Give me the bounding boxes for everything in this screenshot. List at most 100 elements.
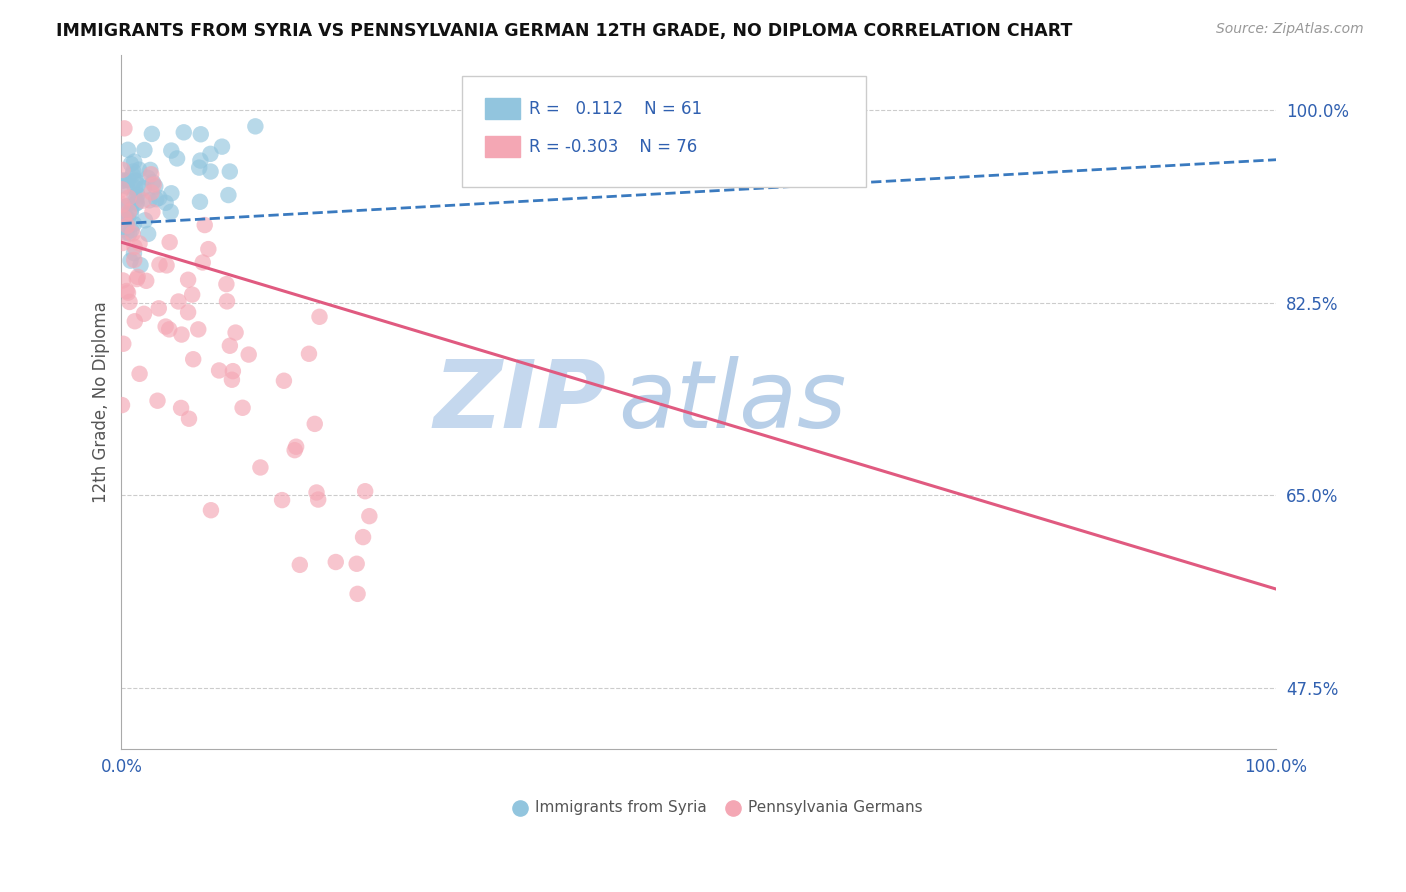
Point <box>188 161 211 175</box>
Point <box>200 146 222 161</box>
Point <box>112 211 135 225</box>
Point <box>188 194 211 209</box>
Text: Source: ZipAtlas.com: Source: ZipAtlas.com <box>1216 22 1364 37</box>
Point <box>117 212 139 227</box>
Point <box>141 186 163 200</box>
Point <box>136 170 159 185</box>
Point <box>124 173 146 187</box>
Point <box>284 443 307 458</box>
Point <box>132 194 155 208</box>
Point <box>117 173 139 187</box>
Point <box>346 587 368 601</box>
Point <box>124 240 146 254</box>
Point <box>218 164 240 178</box>
Point <box>159 205 181 219</box>
Point <box>111 398 134 412</box>
Point <box>285 440 308 454</box>
Point <box>159 235 181 250</box>
Point <box>112 336 135 351</box>
Point <box>121 227 143 241</box>
Point <box>143 179 166 194</box>
Point <box>127 269 149 284</box>
Text: ZIP: ZIP <box>433 356 606 448</box>
Point <box>187 322 209 336</box>
Point <box>155 319 177 334</box>
Point <box>215 277 238 292</box>
Point <box>271 493 294 508</box>
Point <box>208 363 231 377</box>
Point <box>273 374 295 388</box>
Point <box>125 196 148 211</box>
Point <box>111 174 134 188</box>
Point <box>118 295 141 310</box>
Point <box>238 348 260 362</box>
Point <box>129 258 152 272</box>
Point <box>160 144 183 158</box>
Point <box>211 139 233 153</box>
Point <box>177 411 200 425</box>
Point <box>111 235 134 250</box>
Point <box>170 401 193 415</box>
Text: R =   0.112    N = 61: R = 0.112 N = 61 <box>529 100 702 118</box>
Point <box>117 219 139 233</box>
Point <box>177 273 200 287</box>
Point <box>111 222 134 236</box>
Point <box>111 162 134 177</box>
Point <box>136 227 159 241</box>
Point <box>157 322 180 336</box>
Point <box>190 153 212 168</box>
Point <box>118 190 141 204</box>
Point <box>115 284 138 298</box>
Point <box>181 352 204 367</box>
Point <box>120 157 142 171</box>
Point <box>128 367 150 381</box>
Point <box>115 179 138 194</box>
Point <box>124 180 146 194</box>
Point <box>128 236 150 251</box>
Point <box>166 152 188 166</box>
Point <box>346 557 368 571</box>
Point <box>122 217 145 231</box>
Point <box>288 558 311 572</box>
Y-axis label: 12th Grade, No Diploma: 12th Grade, No Diploma <box>93 301 110 503</box>
Point <box>170 327 193 342</box>
Point <box>122 246 145 260</box>
Point <box>232 401 254 415</box>
Point <box>200 503 222 517</box>
Point <box>222 364 245 378</box>
Point <box>118 204 141 219</box>
Point <box>139 162 162 177</box>
Point <box>134 143 156 157</box>
Point <box>194 218 217 232</box>
Point <box>167 294 190 309</box>
Point <box>120 223 142 237</box>
Point <box>308 310 330 324</box>
Point <box>120 253 142 268</box>
Point <box>112 200 135 214</box>
Point <box>134 213 156 227</box>
Point <box>135 274 157 288</box>
Text: Immigrants from Syria: Immigrants from Syria <box>534 800 707 815</box>
Point <box>120 206 142 220</box>
Point <box>298 347 321 361</box>
Point <box>354 484 377 499</box>
Point <box>141 127 163 141</box>
Point <box>120 202 142 217</box>
Point <box>155 195 177 210</box>
Point <box>148 258 170 272</box>
Point <box>124 189 146 203</box>
Point <box>125 272 148 286</box>
Point <box>121 168 143 182</box>
Point <box>191 255 214 269</box>
Point <box>112 173 135 187</box>
Point <box>146 393 169 408</box>
Point <box>125 193 148 207</box>
Point <box>127 187 149 202</box>
Point <box>122 154 145 169</box>
Text: IMMIGRANTS FROM SYRIA VS PENNSYLVANIA GERMAN 12TH GRADE, NO DIPLOMA CORRELATION : IMMIGRANTS FROM SYRIA VS PENNSYLVANIA GE… <box>56 22 1073 40</box>
Point <box>190 128 212 142</box>
Point <box>218 339 240 353</box>
Point <box>221 373 243 387</box>
Point <box>249 460 271 475</box>
Point <box>359 509 381 524</box>
